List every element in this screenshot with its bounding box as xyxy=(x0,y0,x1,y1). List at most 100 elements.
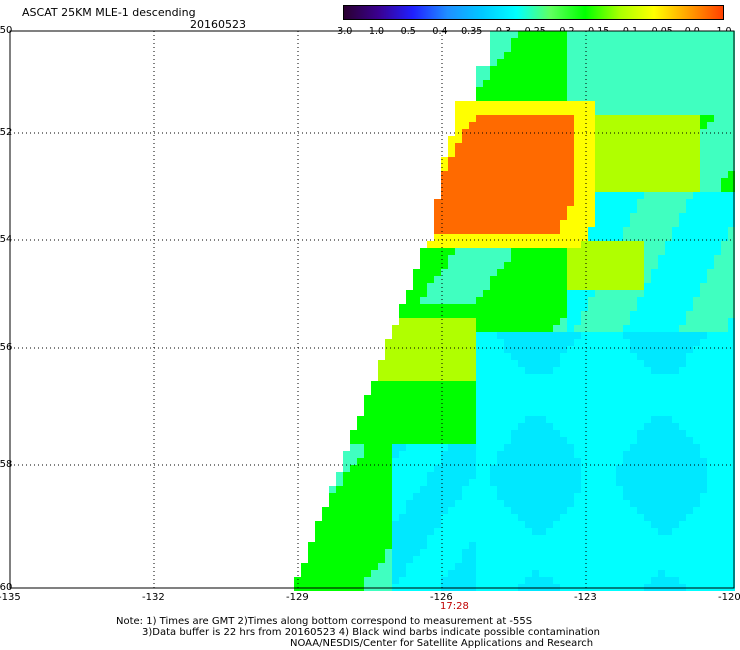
swath-pixel xyxy=(434,346,441,353)
swath-pixel xyxy=(434,283,441,290)
swath-pixel xyxy=(553,276,560,283)
swath-pixel xyxy=(504,73,511,80)
swath-pixel xyxy=(392,374,399,381)
swath-pixel xyxy=(497,423,504,430)
swath-pixel xyxy=(637,542,644,549)
swath-pixel xyxy=(595,339,602,346)
swath-pixel xyxy=(322,563,329,570)
swath-pixel xyxy=(539,255,546,262)
swath-pixel xyxy=(518,563,525,570)
swath-pixel xyxy=(560,381,567,388)
swath-pixel xyxy=(602,402,609,409)
swath-pixel xyxy=(707,549,714,556)
swath-pixel xyxy=(665,563,672,570)
swath-pixel xyxy=(700,451,707,458)
swath-pixel xyxy=(665,38,672,45)
swath-pixel xyxy=(728,570,735,577)
swath-pixel xyxy=(420,339,427,346)
swath-pixel xyxy=(665,31,672,38)
swath-pixel xyxy=(637,220,644,227)
swath-pixel xyxy=(707,500,714,507)
swath-pixel xyxy=(714,479,721,486)
swath-pixel xyxy=(658,94,665,101)
swath-pixel xyxy=(637,227,644,234)
swath-pixel xyxy=(602,66,609,73)
swath-pixel xyxy=(525,143,532,150)
swath-pixel xyxy=(553,437,560,444)
swath-pixel xyxy=(595,31,602,38)
swath-pixel xyxy=(602,437,609,444)
swath-pixel xyxy=(497,346,504,353)
swath-pixel xyxy=(644,283,651,290)
swath-pixel xyxy=(441,206,448,213)
swath-pixel xyxy=(539,80,546,87)
swath-pixel xyxy=(490,521,497,528)
swath-pixel xyxy=(595,87,602,94)
swath-pixel xyxy=(609,206,616,213)
swath-pixel xyxy=(588,360,595,367)
swath-pixel xyxy=(637,423,644,430)
swath-pixel xyxy=(392,339,399,346)
swath-pixel xyxy=(686,563,693,570)
swath-pixel xyxy=(567,185,574,192)
swath-pixel xyxy=(665,360,672,367)
swath-pixel xyxy=(630,129,637,136)
swath-pixel xyxy=(707,178,714,185)
swath-pixel xyxy=(462,465,469,472)
swath-pixel xyxy=(476,304,483,311)
swath-pixel xyxy=(427,241,434,248)
swath-pixel xyxy=(455,241,462,248)
swath-pixel xyxy=(609,164,616,171)
swath-pixel xyxy=(637,402,644,409)
swath-pixel xyxy=(672,213,679,220)
swath-pixel xyxy=(455,269,462,276)
swath-pixel xyxy=(455,549,462,556)
swath-pixel xyxy=(686,157,693,164)
swath-pixel xyxy=(658,234,665,241)
swath-pixel xyxy=(455,290,462,297)
longitude-label: -123 xyxy=(574,592,597,603)
swath-pixel xyxy=(588,171,595,178)
swath-pixel xyxy=(595,115,602,122)
swath-pixel xyxy=(588,164,595,171)
swath-pixel xyxy=(721,458,728,465)
swath-pixel xyxy=(588,444,595,451)
swath-pixel xyxy=(385,521,392,528)
swath-pixel xyxy=(483,528,490,535)
swath-pixel xyxy=(483,276,490,283)
swath-pixel xyxy=(602,45,609,52)
swath-pixel xyxy=(553,458,560,465)
swath-pixel xyxy=(560,507,567,514)
swath-pixel xyxy=(644,360,651,367)
swath-pixel xyxy=(707,402,714,409)
swath-pixel xyxy=(553,402,560,409)
swath-pixel xyxy=(392,577,399,584)
swath-pixel xyxy=(595,563,602,570)
swath-pixel xyxy=(553,570,560,577)
swath-pixel xyxy=(469,353,476,360)
swath-pixel xyxy=(525,59,532,66)
swath-pixel xyxy=(644,507,651,514)
swath-pixel xyxy=(371,437,378,444)
swath-pixel xyxy=(490,500,497,507)
swath-pixel xyxy=(609,318,616,325)
swath-pixel xyxy=(364,465,371,472)
swath-pixel xyxy=(553,136,560,143)
swath-pixel xyxy=(511,38,518,45)
swath-pixel xyxy=(679,269,686,276)
swath-pixel xyxy=(441,339,448,346)
swath-pixel xyxy=(441,199,448,206)
swath-pixel xyxy=(630,262,637,269)
swath-pixel xyxy=(560,311,567,318)
swath-pixel xyxy=(511,346,518,353)
swath-pixel xyxy=(532,535,539,542)
swath-pixel xyxy=(686,80,693,87)
swath-pixel xyxy=(518,521,525,528)
swath-pixel xyxy=(644,535,651,542)
swath-pixel xyxy=(658,458,665,465)
swath-pixel xyxy=(707,192,714,199)
swath-pixel xyxy=(511,171,518,178)
swath-pixel xyxy=(497,248,504,255)
swath-pixel xyxy=(728,31,735,38)
swath-pixel xyxy=(588,570,595,577)
